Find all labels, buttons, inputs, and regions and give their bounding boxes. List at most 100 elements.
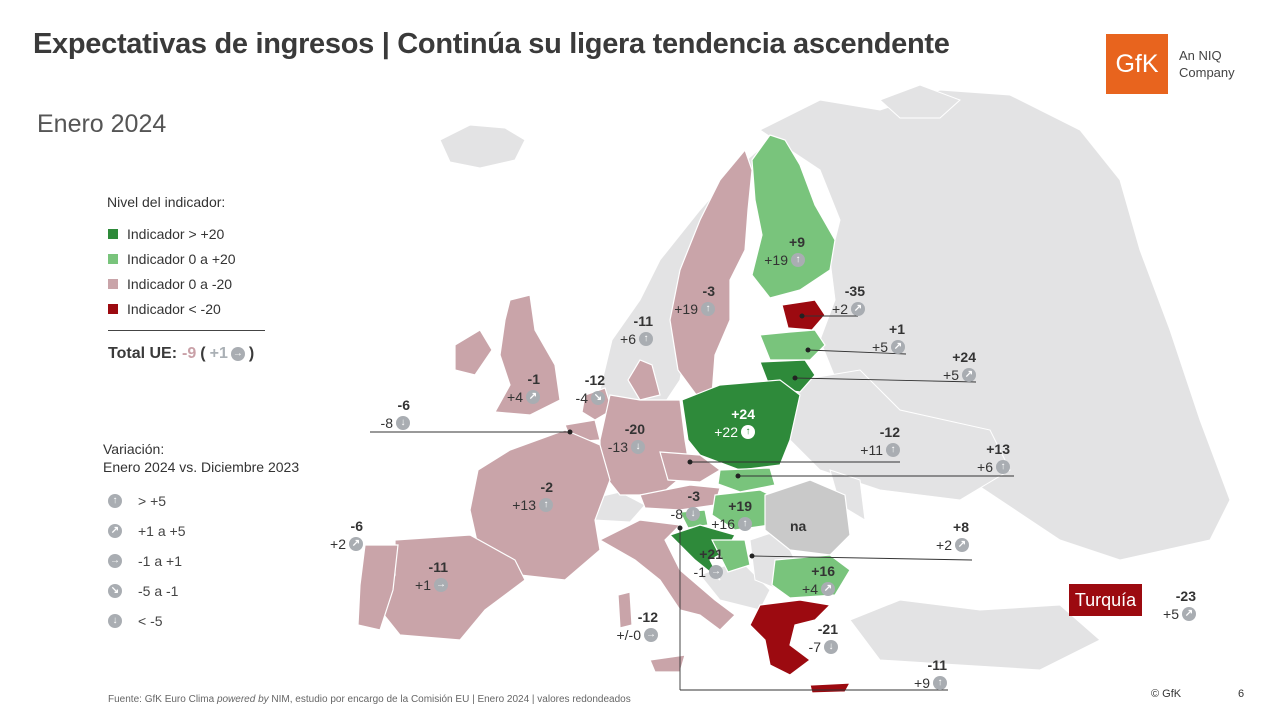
label-czechia: -12 +11 ↑ [860,424,900,458]
legend-divider [108,330,265,331]
arrow-down-icon: ↓ [824,640,838,654]
arrow-right-icon: → [644,628,658,642]
legend-swatch [108,279,118,289]
arrow-down-icon: ↓ [686,507,700,521]
legend-swatch [108,304,118,314]
label-slovenia: +8 +2 ↗ [936,519,969,553]
label-portugal: -6 +2 ↗ [330,518,363,552]
variation-item: ↓ < -5 [108,613,163,629]
period-subtitle: Enero 2024 [37,110,167,138]
arrow-up-icon: ↑ [738,517,752,531]
label-romania: +16 +4 ↗ [802,563,835,597]
arrow-right-icon: → [709,565,723,579]
variation-item: ↑ > +5 [108,493,166,509]
sardinia-shape [617,591,633,629]
copyright: © GfK [1151,688,1182,700]
finland-shape [751,134,836,299]
label-croatia: +21 -1 → [693,546,723,580]
label-latvia: +1 +5 ↗ [872,321,905,355]
legend-swatch [108,254,118,264]
label-italy: -12 +/-0 → [616,609,658,643]
arrow-up-icon: ↑ [996,460,1010,474]
page-title: Expectativas de ingresos | Continúa su l… [33,28,950,60]
arrow-up-icon: ↑ [791,253,805,267]
arrow-up-icon: ↑ [886,443,900,457]
arrow-up-icon: ↑ [539,498,553,512]
uk-shape [494,294,561,416]
variation-title: Variación: Enero 2024 vs. Diciembre 2023 [103,441,300,475]
bosnia-shape [711,539,751,573]
legend-swatch [108,229,118,239]
eu-total: Total UE: -9 ( +1 → ) [108,345,255,362]
arrow-down-right-icon: ↘ [108,584,122,598]
arrow-up-right-icon: ↗ [526,390,540,404]
label-lithuania: +24 +5 ↗ [943,349,976,383]
denmark-shape [627,359,661,401]
russia-shape [759,89,1231,561]
arrow-up-right-icon: ↗ [349,537,363,551]
svalbard-shape [879,84,961,119]
portugal-shape [357,544,399,631]
variation-item: ↗ +1 a +5 [108,523,186,539]
source-note: Fuente: GfK Euro Clima powered by NIM, e… [108,694,631,705]
label-austria: -3 -8 ↓ [670,488,700,522]
arrow-down-icon: ↓ [108,614,122,628]
slovakia-shape [717,467,776,493]
sweden-shape [669,148,753,401]
arrow-up-right-icon: ↗ [962,368,976,382]
arrow-right-icon: → [108,554,122,568]
arrow-right-icon: → [434,578,448,592]
arrow-up-right-icon: ↗ [821,582,835,596]
label-uk: -1 +4 ↗ [507,371,540,405]
ireland-shape [454,329,493,376]
label-greece: -21 -7 ↓ [808,621,838,655]
variation-item: ↘ -5 a -1 [108,583,178,599]
arrow-up-icon: ↑ [108,494,122,508]
turkey-badge: Turquía [1069,584,1142,616]
arrow-down-icon: ↓ [631,440,645,454]
label-spain: -11 +1 → [415,559,448,593]
croatia-shape [668,524,736,581]
arrow-up-icon: ↑ [933,676,947,690]
arrow-down-icon: ↓ [396,416,410,430]
arrow-up-right-icon: ↗ [1182,607,1196,621]
greece-shape [749,599,832,676]
italy-shape [598,519,736,631]
label-france: -2 +13 ↑ [512,479,553,513]
label-netherlands: -12 -4 ↘ [575,372,605,406]
legend-item: Indicador 0 a +20 [108,251,236,267]
label-malta: -11 +9 ↑ [914,657,947,691]
legend-item: Indicador 0 a -20 [108,276,232,292]
iceland-shape [439,124,526,169]
arrow-up-icon: ↑ [741,425,755,439]
page-number: 6 [1238,688,1245,700]
turkey-map-shape [849,599,1101,671]
arrow-right-icon: → [230,347,245,361]
label-hungary: +19 +16 ↑ [711,498,752,532]
crete-shape [809,682,852,694]
arrow-up-icon: ↑ [639,332,653,346]
czechia-shape [659,451,722,483]
label-turkey: -23 +5 ↗ [1163,588,1196,622]
poland-shape [681,379,801,471]
belarus-ukraine-shape [789,369,1011,501]
arrow-up-right-icon: ↗ [108,524,122,538]
romania-shape [764,479,851,556]
gfk-logo: GfK [1106,34,1168,94]
variation-item: → -1 a +1 [108,553,182,569]
label-estonia: -35 +2 ↗ [832,283,865,317]
label-germany: -20 -13 ↓ [607,421,645,455]
logo-caption: An NIQ Company [1179,48,1235,80]
legend-item: Indicador > +20 [108,226,224,242]
label-finland: +9 +19 ↑ [764,234,805,268]
romania-na-label: na [790,518,807,534]
label-belgium: -6 -8 ↓ [380,397,410,431]
arrow-up-right-icon: ↗ [851,302,865,316]
legend-title: Nivel del indicador: [107,194,226,210]
arrow-up-right-icon: ↗ [891,340,905,354]
label-slovakia: +13 +6 ↑ [977,441,1010,475]
arrow-down-right-icon: ↘ [591,391,605,405]
label-sweden: -3 +19 ↑ [674,283,715,317]
arrow-up-icon: ↑ [701,302,715,316]
